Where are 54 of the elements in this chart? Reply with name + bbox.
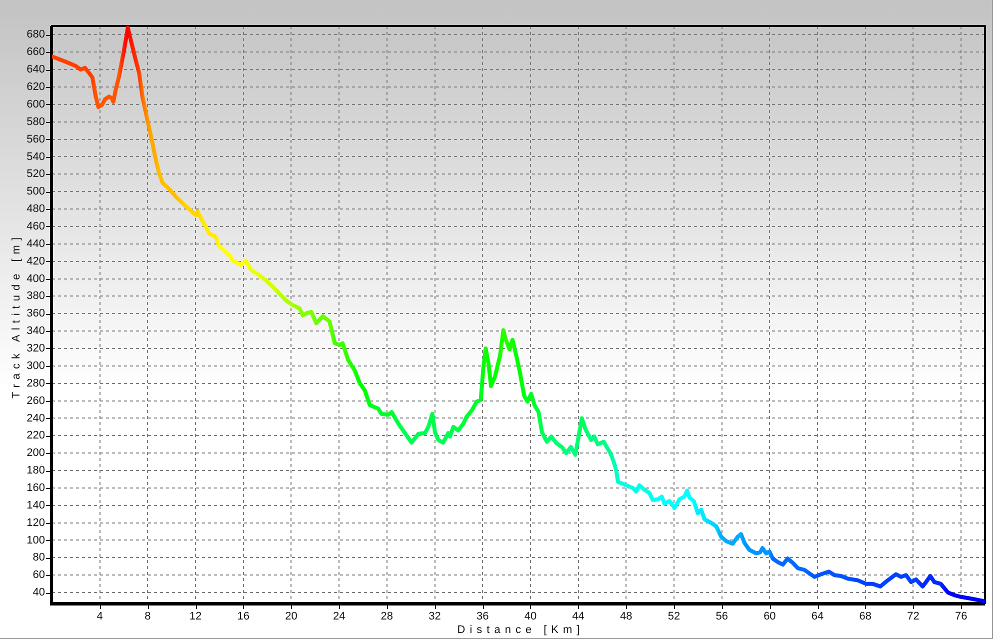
- x-tick-label: 48: [620, 610, 632, 623]
- x-tick-label: 16: [237, 610, 250, 623]
- y-tick-label: 300: [26, 360, 45, 372]
- y-tick-label: 380: [26, 290, 45, 302]
- x-tick-label: 56: [716, 610, 728, 623]
- y-tick-label: 480: [26, 203, 45, 216]
- y-tick-label: 320: [26, 342, 45, 355]
- y-tick-label: 80: [32, 552, 45, 564]
- y-tick-label: 680: [26, 28, 45, 41]
- y-tick-label: 240: [26, 412, 45, 424]
- y-tick-label: 120: [26, 516, 45, 529]
- y-tick-label: 640: [26, 64, 45, 76]
- x-tick-label: 68: [859, 610, 872, 623]
- y-tick-label: 60: [32, 569, 45, 582]
- y-tick-label: 420: [26, 255, 45, 268]
- x-tick-label: 40: [524, 610, 537, 623]
- x-tick-label: 4: [96, 610, 103, 623]
- y-tick-label: 620: [26, 81, 45, 94]
- y-tick-label: 180: [26, 464, 45, 477]
- y-axis-title: Track Altitude [m]: [10, 232, 22, 399]
- y-tick-label: 280: [26, 377, 45, 390]
- x-tick-label: 64: [811, 610, 824, 623]
- x-tick-label: 60: [764, 610, 776, 623]
- y-tick-label: 100: [26, 534, 45, 546]
- y-tick-label: 160: [26, 482, 45, 494]
- y-tick-label: 140: [26, 499, 45, 512]
- y-tick-label: 340: [26, 325, 45, 338]
- x-tick-label: 20: [285, 610, 298, 623]
- y-tick-label: 220: [26, 430, 45, 442]
- x-tick-label: 12: [189, 610, 202, 623]
- x-tick-label: 36: [476, 610, 489, 623]
- x-tick-label: 44: [572, 610, 584, 623]
- x-tick-label: 8: [144, 610, 151, 623]
- x-axis-title: Distance [Km]: [457, 624, 584, 636]
- y-tick-label: 660: [26, 46, 45, 58]
- x-tick-label: 24: [332, 610, 346, 623]
- y-tick-label: 200: [26, 447, 45, 460]
- y-tick-label: 260: [26, 394, 45, 407]
- y-tick-label: 540: [26, 150, 45, 163]
- y-tick-label: 400: [26, 272, 45, 285]
- y-tick-label: 520: [26, 168, 45, 180]
- y-tick-label: 560: [26, 133, 45, 146]
- y-tick-label: 460: [26, 220, 45, 232]
- x-tick-label: 76: [954, 610, 968, 623]
- y-tick-label: 500: [26, 186, 45, 198]
- y-tick-label: 600: [26, 98, 45, 110]
- y-tick-label: 580: [26, 116, 45, 128]
- x-tick-label: 32: [428, 610, 441, 623]
- x-tick-label: 52: [668, 610, 680, 623]
- y-tick-label: 360: [26, 308, 45, 320]
- y-tick-label: 40: [32, 586, 45, 599]
- y-tick-label: 440: [26, 238, 45, 250]
- x-tick-label: 72: [907, 610, 920, 623]
- x-tick-label: 28: [380, 610, 394, 623]
